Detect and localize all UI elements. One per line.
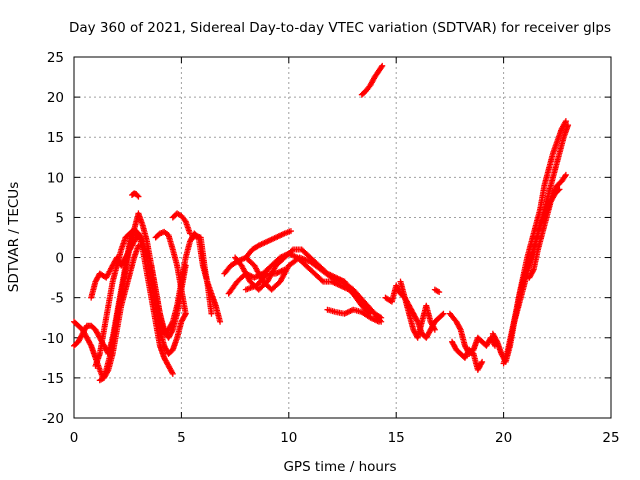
data-point [529, 267, 536, 274]
data-point [134, 192, 141, 199]
data-point [562, 171, 569, 178]
data-point [378, 64, 385, 71]
data-point [565, 122, 572, 129]
chart-title: Day 360 of 2021, Sidereal Day-to-day VTE… [69, 20, 611, 36]
data-point [135, 242, 142, 249]
x-axis-label: GPS time / hours [283, 459, 396, 475]
series-pass-9 [169, 210, 193, 237]
data-point [263, 271, 270, 278]
data-point [493, 337, 500, 344]
series-pass-20 [431, 286, 443, 296]
data-point [130, 227, 137, 234]
data-points [71, 62, 572, 384]
y-tick-label: 10 [47, 170, 64, 186]
data-point [135, 193, 142, 200]
y-tick-label: -15 [42, 371, 64, 387]
y-tick-label: 0 [55, 251, 64, 267]
x-tick-label: 25 [602, 430, 619, 446]
series-pass-22 [449, 338, 486, 373]
data-point [217, 318, 224, 325]
data-point [182, 310, 189, 317]
data-point [87, 341, 94, 348]
data-point [431, 326, 438, 333]
series-pass-15 [242, 266, 288, 293]
data-point [439, 311, 446, 318]
y-tick-label: -5 [51, 291, 64, 307]
series-pass-19 [397, 278, 438, 341]
data-point [436, 289, 443, 296]
data-point [169, 369, 176, 376]
data-point [478, 360, 485, 367]
data-point [456, 325, 463, 332]
data-point [440, 310, 447, 317]
data-point [376, 318, 383, 325]
data-point [376, 313, 383, 320]
x-tick-label: 0 [70, 430, 79, 446]
series-pass-4 [92, 226, 138, 369]
data-point [208, 310, 215, 317]
data-point [186, 230, 193, 237]
series-pass-6 [128, 190, 142, 200]
data-point [555, 187, 562, 194]
data-point [562, 173, 569, 180]
axis-ticks [73, 56, 612, 419]
data-point [139, 237, 146, 244]
data-point [318, 277, 325, 284]
y-tick-label: 15 [47, 130, 64, 146]
y-tick-label: -10 [42, 331, 64, 347]
series-pass-16 [324, 306, 383, 325]
data-point [131, 226, 138, 233]
data-point [379, 62, 386, 69]
series-pass-21 [446, 310, 499, 357]
x-tick-label: 10 [280, 430, 297, 446]
data-point [479, 358, 486, 365]
series-pass-26 [526, 186, 563, 281]
x-tick-label: 20 [495, 430, 512, 446]
data-point [431, 325, 438, 332]
series-pass-17 [358, 62, 386, 98]
data-point [378, 314, 385, 321]
data-point [556, 186, 563, 193]
data-point [281, 266, 288, 273]
series-pass-10 [189, 232, 215, 317]
y-tick-label: 25 [47, 50, 64, 66]
y-tick-label: 20 [47, 90, 64, 106]
data-point [288, 247, 295, 254]
series-pass-5 [96, 242, 142, 384]
y-axis-label: SDTVAR / TECUs [6, 182, 22, 292]
grid-lines [74, 57, 611, 418]
tick-labels: 0 5 10 15 20 25 -20 -15 -10 -5 0 5 10 15 20 25 [42, 50, 620, 446]
data-point [169, 370, 176, 377]
x-tick-label: 15 [388, 430, 405, 446]
data-point [287, 228, 294, 235]
data-point [104, 368, 111, 375]
y-tick-label: -20 [42, 411, 64, 427]
data-point [562, 119, 569, 126]
data-point [562, 118, 569, 125]
data-point [169, 320, 176, 327]
y-tick-label: 5 [55, 210, 64, 226]
series-pass-14 [242, 228, 294, 261]
data-point [413, 317, 420, 324]
x-tick-label: 5 [177, 430, 186, 446]
